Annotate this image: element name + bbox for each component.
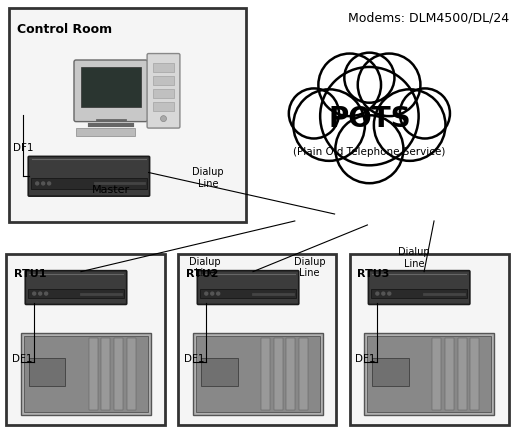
Bar <box>367 336 491 412</box>
FancyBboxPatch shape <box>197 271 299 305</box>
Bar <box>24 336 148 412</box>
Circle shape <box>205 293 208 296</box>
Text: Master: Master <box>92 185 130 195</box>
Bar <box>31 179 147 189</box>
Bar <box>152 89 175 99</box>
Bar <box>371 289 467 298</box>
Circle shape <box>45 293 48 296</box>
Text: Dialup
Line: Dialup Line <box>294 256 325 278</box>
Bar <box>372 358 408 386</box>
Bar <box>81 68 141 108</box>
Text: RTU3: RTU3 <box>357 268 390 278</box>
Bar <box>444 339 454 410</box>
Circle shape <box>382 293 385 296</box>
Circle shape <box>39 293 42 296</box>
Bar <box>127 339 136 410</box>
Circle shape <box>36 183 39 185</box>
Bar <box>178 254 336 425</box>
Bar <box>152 77 175 85</box>
Circle shape <box>374 90 445 161</box>
Text: RTU1: RTU1 <box>14 268 47 278</box>
Bar <box>432 339 441 410</box>
Text: Dialup
Line: Dialup Line <box>193 167 224 189</box>
FancyBboxPatch shape <box>74 61 148 122</box>
Circle shape <box>320 68 419 166</box>
FancyBboxPatch shape <box>28 157 149 197</box>
Bar <box>273 339 283 410</box>
Bar <box>193 333 322 415</box>
Text: DF1: DF1 <box>13 143 34 153</box>
Bar <box>152 64 175 73</box>
Text: Control Room: Control Room <box>18 23 112 36</box>
Bar <box>470 339 479 410</box>
Circle shape <box>345 53 394 103</box>
Circle shape <box>42 183 45 185</box>
Bar <box>350 254 509 425</box>
Bar <box>76 128 135 136</box>
Bar <box>196 336 320 412</box>
Bar <box>114 339 124 410</box>
Text: Modems: DLM4500/DL/24: Modems: DLM4500/DL/24 <box>348 11 509 24</box>
Text: Dialup
Line: Dialup Line <box>190 256 221 278</box>
Bar <box>200 289 296 298</box>
Circle shape <box>294 90 365 161</box>
Text: DF1: DF1 <box>355 353 376 363</box>
Bar <box>21 333 150 415</box>
Circle shape <box>335 116 403 184</box>
Bar <box>201 358 237 386</box>
Circle shape <box>376 293 379 296</box>
Bar <box>29 358 65 386</box>
Circle shape <box>400 89 450 139</box>
FancyBboxPatch shape <box>147 54 180 129</box>
Bar <box>261 339 270 410</box>
Bar <box>89 339 97 410</box>
Circle shape <box>289 89 339 139</box>
Circle shape <box>48 183 50 185</box>
Circle shape <box>217 293 220 296</box>
Circle shape <box>318 54 381 117</box>
Bar <box>101 339 111 410</box>
Circle shape <box>161 116 166 122</box>
FancyBboxPatch shape <box>25 271 127 305</box>
Text: POTS: POTS <box>328 105 410 132</box>
Bar <box>457 339 467 410</box>
Bar <box>9 9 246 223</box>
Bar <box>286 339 296 410</box>
Text: Dialup
Line: Dialup Line <box>398 247 430 268</box>
Bar <box>152 102 175 112</box>
Text: RTU2: RTU2 <box>186 268 219 278</box>
Bar <box>365 333 494 415</box>
Bar <box>6 254 165 425</box>
FancyBboxPatch shape <box>368 271 470 305</box>
Text: DF1: DF1 <box>184 353 205 363</box>
Bar <box>299 339 308 410</box>
Bar <box>28 289 124 298</box>
Text: DF1: DF1 <box>12 353 33 363</box>
Circle shape <box>358 54 420 117</box>
Circle shape <box>388 293 391 296</box>
Circle shape <box>33 293 36 296</box>
Text: (Plain Old Telephone Service): (Plain Old Telephone Service) <box>293 147 445 157</box>
Circle shape <box>211 293 214 296</box>
